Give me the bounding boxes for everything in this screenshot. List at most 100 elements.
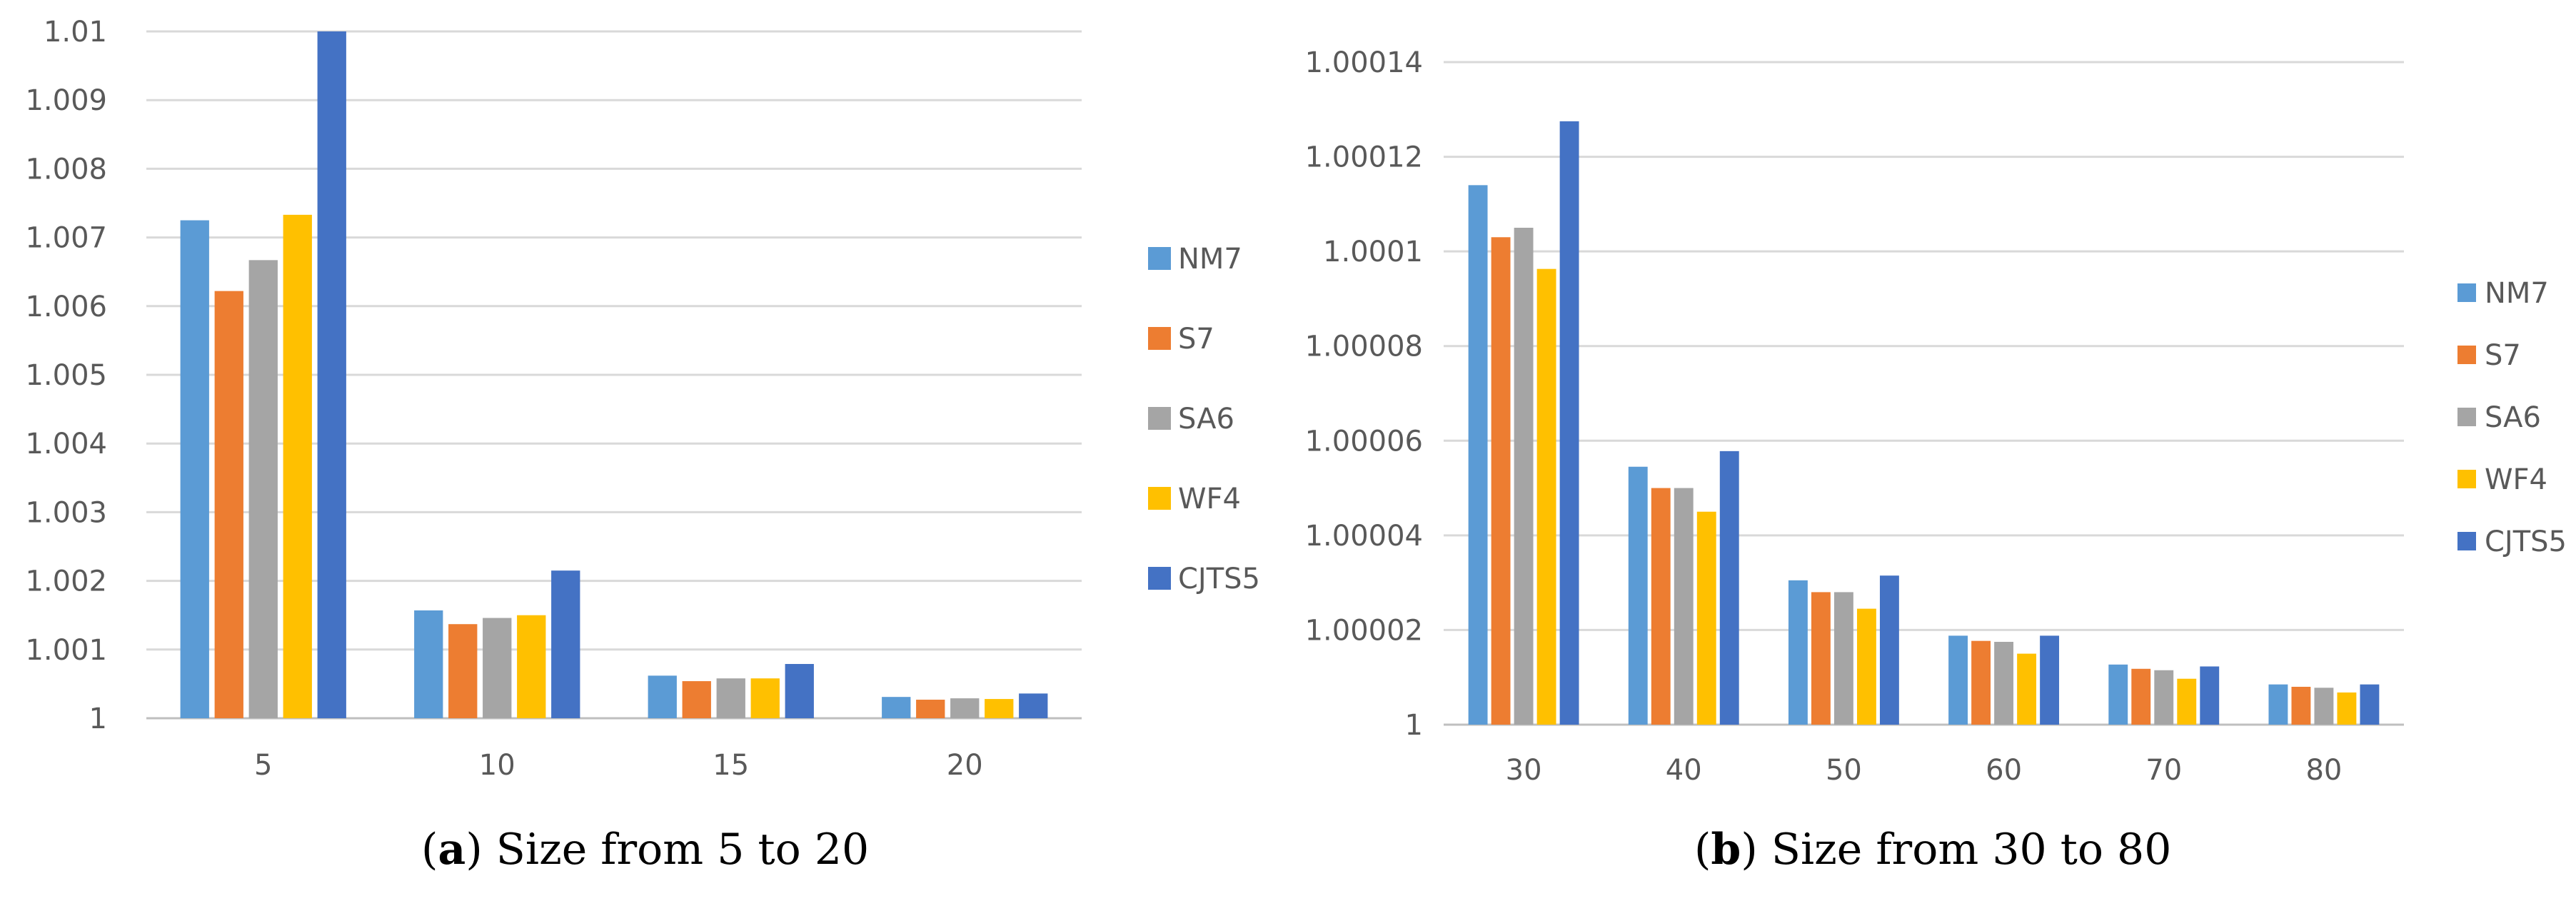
legend-label-sa6: SA6 (1178, 403, 1234, 436)
y-tick-label: 1.00006 (1305, 425, 1423, 458)
y-tick-label: 1.002 (25, 565, 107, 598)
bar-s7-50 (1811, 592, 1831, 725)
bar-s7-15 (682, 681, 711, 718)
x-tick-label: 40 (1666, 754, 1702, 787)
x-tick-label: 60 (1986, 754, 2022, 787)
caption-paren-close: ) (466, 825, 495, 875)
legend-swatch-cjts5 (1148, 567, 1171, 590)
y-tick-label: 1.004 (25, 428, 107, 460)
bar-nm7-15 (648, 675, 677, 718)
bar-s7-60 (1971, 640, 1991, 725)
chart-caption: (b) Size from 30 to 80 (1694, 825, 2171, 875)
y-tick-label: 1.001 (25, 634, 107, 667)
legend-label-nm7: NM7 (1178, 243, 1242, 276)
legend-swatch-wf4 (2457, 470, 2476, 488)
caption-letter: a (438, 825, 466, 875)
legend-swatch-sa6 (2457, 408, 2476, 426)
y-tick-label: 1.00004 (1305, 520, 1423, 553)
bar-sa6-15 (716, 678, 745, 718)
x-tick-label: 30 (1506, 754, 1542, 787)
caption-letter: b (1711, 825, 1741, 875)
bar-cjts5-50 (1879, 575, 1899, 725)
bar-cjts5-30 (1559, 121, 1579, 725)
caption-paren-open: ( (421, 825, 438, 875)
x-tick-label: 80 (2305, 754, 2342, 787)
bar-sa6-50 (1833, 592, 1853, 725)
bar-cjts5-80 (2360, 684, 2380, 725)
bar-nm7-50 (1788, 580, 1808, 725)
y-tick-label: 1 (1405, 709, 1423, 742)
legend-swatch-wf4 (1148, 487, 1171, 510)
legend-swatch-s7 (1148, 327, 1171, 350)
bar-sa6-80 (2314, 688, 2334, 725)
y-tick-label: 1.005 (25, 359, 107, 392)
legend-label-sa6: SA6 (2485, 401, 2541, 434)
bar-wf4-80 (2337, 692, 2357, 725)
bar-sa6-70 (2154, 670, 2174, 725)
bar-nm7-70 (2108, 664, 2128, 725)
y-tick-label: 1.006 (25, 291, 107, 323)
legend-label-s7: S7 (1178, 323, 1214, 356)
bar-s7-5 (214, 291, 243, 718)
legend-swatch-nm7 (1148, 247, 1171, 270)
x-tick-label: 20 (947, 749, 983, 782)
chart-caption: (a) Size from 5 to 20 (421, 825, 869, 875)
y-tick-label: 1.003 (25, 496, 107, 529)
y-tick-label: 1.0001 (1323, 236, 1423, 268)
y-tick-label: 1.007 (25, 222, 107, 255)
caption-paren-open: ( (1694, 825, 1711, 875)
bar-nm7-60 (1948, 635, 1968, 725)
y-tick-label: 1.00008 (1305, 331, 1423, 363)
y-tick-label: 1.009 (25, 84, 107, 117)
legend-swatch-nm7 (2457, 283, 2476, 302)
bar-s7-30 (1491, 237, 1511, 725)
x-tick-label: 5 (254, 749, 272, 782)
bar-wf4-10 (517, 615, 546, 718)
y-tick-label: 1.00002 (1305, 614, 1423, 647)
chart-panel-a: 1 1.001 1.002 1.003 1.004 1.005 1.006 1.007 1.00… (25, 16, 1260, 875)
bar-wf4-40 (1696, 511, 1716, 725)
bar-sa6-40 (1674, 488, 1694, 725)
bar-nm7-5 (180, 220, 209, 718)
bar-cjts5-10 (551, 570, 580, 718)
legend-swatch-sa6 (1148, 407, 1171, 430)
caption-text: Size from 5 to 20 (496, 825, 869, 875)
bar-cjts5-70 (2200, 666, 2220, 725)
y-tick-label: 1.008 (25, 153, 107, 186)
bar-nm7-40 (1628, 466, 1648, 725)
bar-s7-70 (2131, 668, 2151, 725)
y-tick-label: 1 (89, 703, 107, 735)
legend-label-s7: S7 (2485, 339, 2521, 372)
x-tick-label: 50 (1826, 754, 1862, 787)
x-tick-label: 15 (713, 749, 749, 782)
caption-text: Size from 30 to 80 (1771, 825, 2172, 875)
bar-cjts5-40 (1719, 451, 1739, 725)
legend-label-wf4: WF4 (2485, 463, 2547, 496)
bar-wf4-70 (2177, 678, 2197, 725)
bar-s7-40 (1651, 488, 1671, 725)
bar-wf4-20 (985, 699, 1014, 718)
bar-nm7-20 (882, 697, 911, 718)
bar-s7-80 (2291, 686, 2311, 725)
bar-sa6-60 (1994, 642, 2014, 725)
legend-swatch-s7 (2457, 346, 2476, 364)
bar-s7-10 (448, 624, 478, 718)
bar-sa6-30 (1514, 228, 1534, 725)
legend-label-wf4: WF4 (1178, 483, 1241, 515)
bar-cjts5-60 (2040, 635, 2060, 725)
x-tick-label: 10 (479, 749, 515, 782)
bar-wf4-30 (1536, 268, 1556, 725)
x-tick-label: 70 (2145, 754, 2182, 787)
y-tick-label: 1.00012 (1305, 141, 1423, 174)
bar-sa6-10 (483, 618, 512, 718)
legend-swatch-cjts5 (2457, 532, 2476, 550)
bar-wf4-50 (1856, 608, 1876, 725)
bar-sa6-5 (248, 260, 278, 718)
bar-s7-20 (916, 700, 945, 718)
bar-cjts5-20 (1019, 693, 1048, 718)
bar-sa6-20 (950, 698, 980, 718)
bar-cjts5-5 (317, 31, 346, 718)
bar-wf4-60 (2017, 653, 2037, 725)
y-tick-label: 1.01 (44, 16, 107, 49)
